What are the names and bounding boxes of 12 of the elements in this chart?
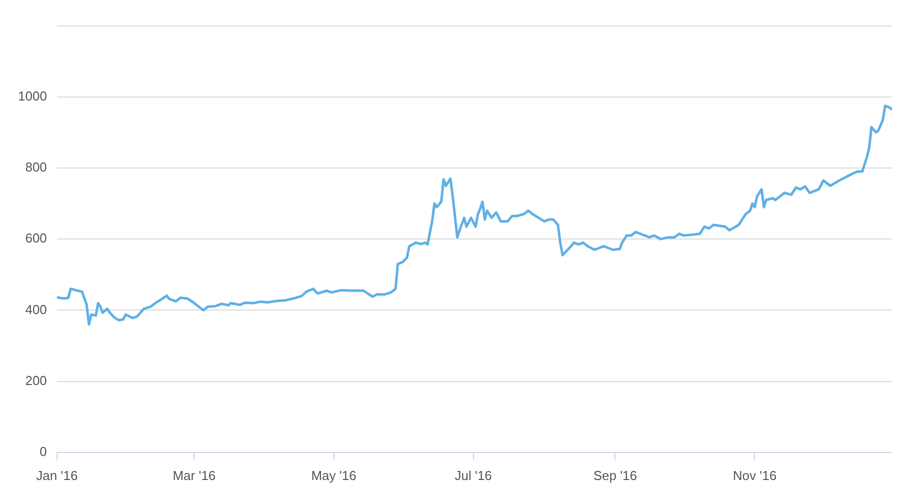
x-tick-label: Mar '16: [172, 468, 216, 483]
y-tick-label: 1000: [18, 88, 47, 104]
y-tick-label: 400: [25, 302, 47, 317]
y-tick-label: 800: [25, 160, 47, 175]
x-tick-label: Jul '16: [454, 468, 492, 483]
x-tick-label: Jan '16: [36, 468, 78, 483]
y-tick-label: 0: [40, 444, 47, 459]
x-tick-label: Nov '16: [732, 468, 777, 483]
y-tick-label: 600: [25, 230, 47, 246]
y-tick-label: 200: [25, 372, 47, 388]
x-tick-label: Sep '16: [593, 468, 638, 483]
x-tick-label: May '16: [311, 468, 356, 483]
